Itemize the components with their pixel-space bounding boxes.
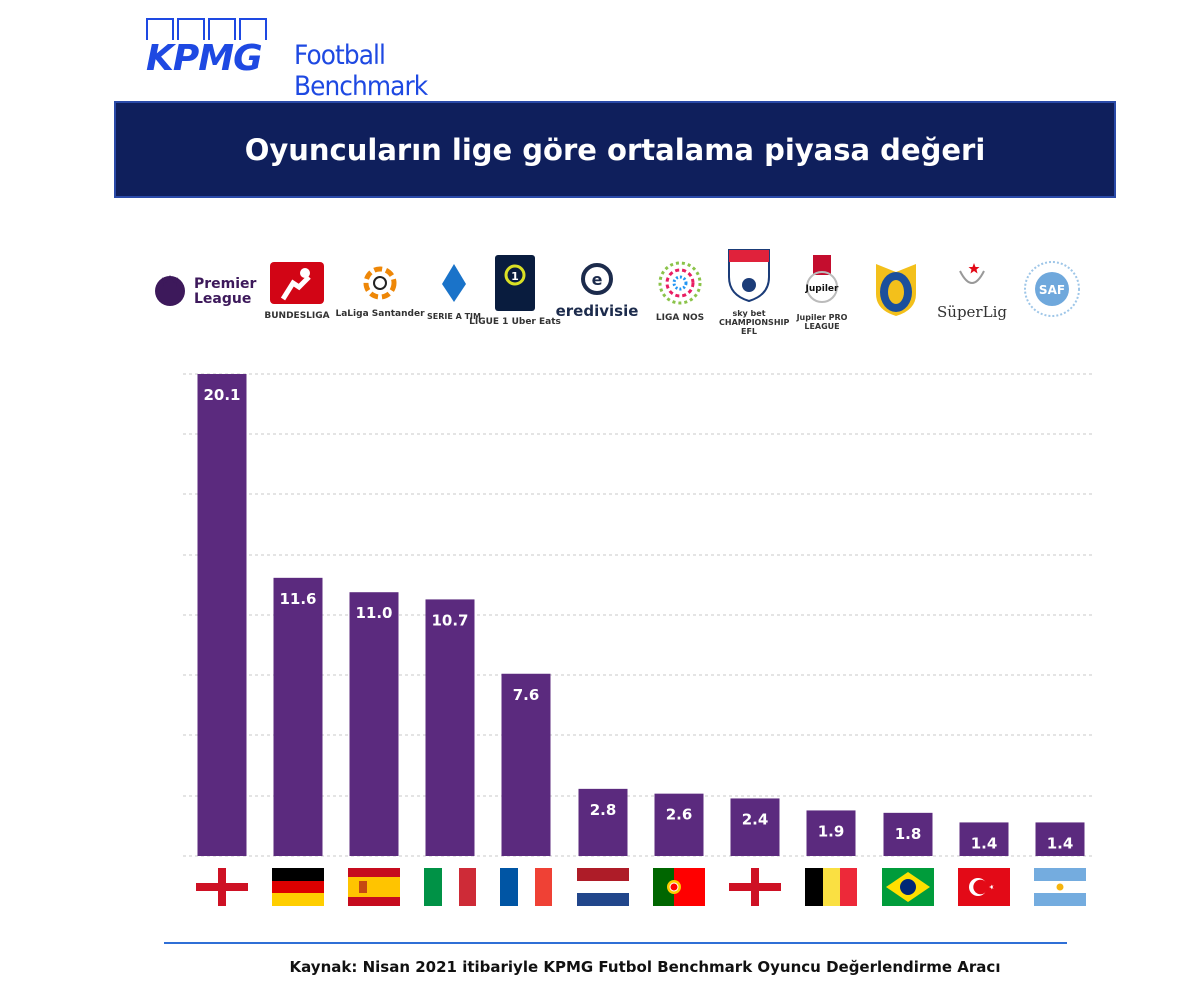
flag-italy-icon: [424, 868, 476, 906]
bar: [959, 822, 1009, 856]
flag-spain-icon: [348, 868, 400, 906]
flag-brazil-icon: [882, 868, 934, 906]
flag-germany-icon: [272, 868, 324, 906]
league-logo-text: Jupiler PRO LEAGUE: [796, 313, 848, 331]
saf-icon: SAF: [1016, 255, 1088, 327]
ligue1-icon: 1 LIGUE 1 Uber Eats: [469, 255, 561, 327]
title-banner: Oyuncuların lige göre ortalama piyasa de…: [114, 101, 1116, 198]
premier-league-lion-icon: Premier League: [148, 255, 258, 327]
bar-value-label: 2.4: [742, 810, 769, 828]
bar-chart: 20.1 11.6 11.0 10.7 7.6 2.8 2.6 2.4 1.9 1.8 1.4 1.4: [183, 373, 1095, 857]
league-logo-text: LaLiga Santander: [335, 309, 425, 319]
bar: [806, 810, 856, 856]
flag-netherlands-icon: [577, 868, 629, 906]
superlig-icon: SüperLig: [936, 255, 1008, 327]
bar: [273, 577, 323, 856]
league-logo-text: BUNDESLIGA: [264, 311, 330, 321]
liga-nos-icon: LIGA NOS: [644, 255, 716, 327]
serie-a-icon: SERIE A TIM: [418, 255, 490, 327]
brasileirao-icon: [860, 255, 932, 327]
league-logos-row: Premier League BUNDESLIGA LaLiga Santander…: [0, 248, 1200, 336]
svg-text:1: 1: [511, 270, 519, 283]
bar-value-label: 1.4: [1047, 834, 1074, 852]
league-logo-text: SERIE A TIM: [427, 311, 481, 321]
saf-icon-emblem: SAF: [1022, 259, 1082, 323]
chart-title: Oyuncuların lige göre ortalama piyasa de…: [244, 132, 986, 167]
flag-france-icon: [500, 868, 552, 906]
football-benchmark-wordmark: Football Benchmark: [294, 40, 428, 102]
source-note: Kaynak: Nisan 2021 itibariyle KPMG Futbo…: [289, 958, 1001, 976]
bundesliga-icon-emblem: [269, 261, 325, 309]
bar: [501, 673, 551, 856]
flag-portugal-icon: [653, 868, 705, 906]
bar: [578, 788, 628, 856]
bar: [883, 812, 933, 856]
serie-a-icon-emblem: [439, 262, 469, 310]
kpmg-wordmark: KPMG: [146, 38, 263, 79]
bar-value-label: 11.0: [355, 604, 392, 622]
flag-turkey-icon: [958, 868, 1010, 906]
laliga-icon: LaLiga Santander: [336, 255, 425, 327]
flag-england-icon: [196, 868, 248, 906]
country-flags-row: [0, 868, 1200, 918]
svg-text:e: e: [592, 270, 603, 289]
eredivisie-icon: e eredivisie: [556, 255, 638, 327]
bar: [1035, 822, 1085, 856]
bar: [654, 793, 704, 856]
svg-text:SAF: SAF: [1039, 283, 1065, 297]
league-logo-text: LIGUE 1 Uber Eats: [469, 317, 561, 327]
kpmg-boxes-icon: [146, 18, 267, 40]
brasileirao-icon-emblem: [870, 260, 922, 322]
bar: [349, 592, 399, 856]
svg-text:Jupiler: Jupiler: [805, 284, 839, 294]
bar: [425, 599, 475, 856]
league-logo-text: eredivisie: [555, 302, 639, 320]
bar: [730, 798, 780, 856]
bar-value-label: 2.8: [590, 801, 617, 819]
championship-icon: sky bet CHAMPIONSHIP EFL: [713, 248, 789, 336]
superlig-icon-emblem: [952, 261, 992, 301]
premier-league-lion-icon-emblem: [150, 269, 190, 313]
flag-england-icon: [729, 868, 781, 906]
flag-belgium-icon: [805, 868, 857, 906]
bar: [197, 374, 247, 856]
bar-value-label: 7.6: [513, 686, 540, 704]
ligue1-icon-emblem: 1: [495, 255, 535, 315]
bar-value-label: 20.1: [203, 386, 240, 404]
jupiler-icon: Jupiler Jupiler PRO LEAGUE: [786, 255, 858, 331]
kpmg-football-benchmark-logo: KPMG Football Benchmark: [146, 18, 506, 102]
bar-value-label: 1.8: [895, 825, 922, 843]
championship-icon-emblem: [726, 247, 772, 307]
league-logo-text: sky bet CHAMPIONSHIP EFL: [719, 308, 790, 336]
league-logo-text: LIGA NOS: [655, 313, 705, 323]
bar-value-label: 1.9: [818, 822, 845, 840]
jupiler-icon-emblem: Jupiler: [799, 251, 845, 311]
bar-value-label: 2.6: [666, 806, 693, 824]
eredivisie-icon-emblem: e: [577, 262, 617, 300]
league-logo-text: SüperLig: [937, 303, 1007, 321]
bar-value-label: 1.4: [971, 834, 998, 852]
flag-argentina-icon: [1034, 868, 1086, 906]
league-logo-text: Premier League: [194, 276, 257, 307]
footer-divider: [164, 942, 1067, 944]
bar-value-label: 10.7: [431, 611, 468, 629]
bundesliga-icon: BUNDESLIGA: [261, 255, 333, 327]
liga-nos-icon-emblem: [656, 259, 704, 311]
bar-value-label: 11.6: [279, 590, 316, 608]
laliga-icon-emblem: [360, 263, 400, 307]
